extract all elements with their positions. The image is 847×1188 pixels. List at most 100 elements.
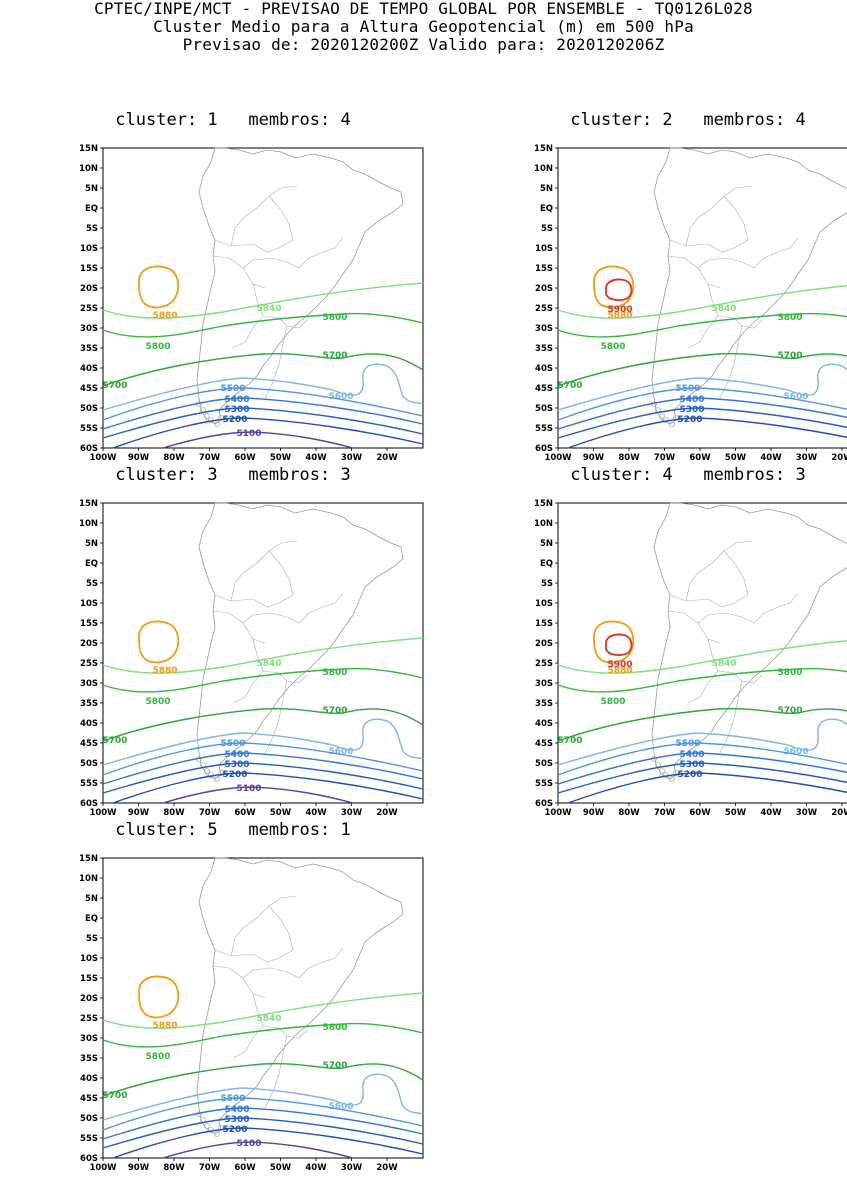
country-border — [268, 550, 294, 596]
map-panel: cluster: 5 membros: 1 5840 5800 5800 5700 570… — [63, 820, 424, 1188]
lat-tick-label: 10S — [80, 244, 98, 254]
lon-tick-label: 80W — [618, 453, 640, 463]
panel-title: cluster: 4 membros: 3 — [570, 465, 806, 485]
coast-island — [218, 1125, 224, 1131]
country-border — [723, 550, 749, 596]
lon-tick-label: 40W — [305, 453, 327, 463]
lat-tick-label: 45S — [80, 1094, 98, 1104]
contour-label-5400: 5400 — [224, 750, 249, 760]
contour-5800 — [557, 667, 847, 693]
lon-tick-label: 90W — [128, 1163, 150, 1173]
country-border — [697, 612, 765, 624]
coast-island — [214, 776, 220, 782]
lat-tick-label: 50S — [535, 404, 553, 414]
contour-label-5600: 5600 — [328, 1102, 353, 1112]
map-panel: cluster: 2 membros: 4 5840 5800 5800 5700 570… — [518, 110, 847, 478]
contour-5500 — [102, 387, 424, 421]
country-border — [308, 592, 344, 614]
lat-tick-label: 30S — [80, 1034, 98, 1044]
coastline — [651, 147, 847, 425]
country-border — [268, 905, 294, 951]
contour-5400 — [102, 1107, 424, 1140]
lat-tick-label: 5N — [85, 539, 98, 549]
lat-tick-label: 50S — [80, 404, 98, 414]
contour-5800 — [102, 1022, 424, 1048]
contour-label-5900: 5900 — [607, 305, 632, 315]
contour-5600 — [102, 718, 424, 766]
contour-label-5840: 5840 — [711, 659, 736, 669]
contour-label-5200: 5200 — [222, 770, 247, 780]
contour-5500 — [102, 1097, 424, 1131]
country-border — [242, 967, 310, 979]
coastline — [196, 857, 404, 1135]
contour-label-5100: 5100 — [236, 1139, 261, 1149]
coastline — [196, 502, 404, 780]
contour-label-5800: 5800 — [145, 342, 170, 352]
contour-label-5700: 5700 — [777, 351, 802, 361]
lat-tick-label: 20S — [80, 994, 98, 1004]
lon-tick-label: 30W — [796, 453, 818, 463]
lat-tick-label: 15N — [79, 854, 98, 864]
lat-tick-label: 55S — [80, 779, 98, 789]
contour-5800 — [557, 312, 847, 338]
lon-tick-label: 30W — [341, 1163, 363, 1173]
country-border — [230, 185, 298, 247]
contour-label-5300: 5300 — [679, 760, 704, 770]
lat-tick-label: 15N — [79, 144, 98, 154]
contour-5200 — [567, 772, 847, 804]
lon-tick-label: 90W — [128, 453, 150, 463]
lon-tick-label: 40W — [305, 1163, 327, 1173]
lat-tick-label: 50S — [80, 759, 98, 769]
contour-label-5900: 5900 — [607, 660, 632, 670]
contour-label-5880: 5880 — [607, 666, 632, 676]
contour-5900 — [605, 278, 633, 301]
lat-tick-label: 25S — [535, 659, 553, 669]
coast-island — [214, 1131, 220, 1137]
lon-tick-label: 20W — [831, 808, 847, 818]
lon-tick-label: 30W — [341, 453, 363, 463]
header-line-1: CPTEC/INPE/MCT - PREVISAO DE TEMPO GLOBA… — [94, 0, 753, 18]
contour-5300 — [102, 762, 424, 794]
lat-tick-label: 25S — [80, 1014, 98, 1024]
lat-tick-label: 20S — [80, 284, 98, 294]
lon-tick-label: 60W — [689, 453, 711, 463]
lat-tick-label: 40S — [535, 364, 553, 374]
contour-5600 — [557, 718, 847, 766]
lon-tick-label: 90W — [583, 808, 605, 818]
lat-tick-label: 55S — [535, 424, 553, 434]
contour-label-5700: 5700 — [322, 1061, 347, 1071]
lon-tick-label: 70W — [199, 1163, 221, 1173]
lat-tick-label: 5S — [541, 579, 553, 589]
contour-5400 — [557, 752, 847, 785]
contour-label-5880: 5880 — [152, 311, 177, 321]
lat-tick-label: 35S — [535, 699, 553, 709]
lat-tick-label: 10N — [534, 164, 553, 174]
lon-tick-label: 100W — [89, 1163, 117, 1173]
contour-label-5300: 5300 — [224, 1115, 249, 1125]
contour-5700 — [102, 352, 424, 387]
lat-tick-label: 35S — [80, 344, 98, 354]
contour-5100 — [162, 786, 354, 804]
lat-tick-label: 5N — [540, 539, 553, 549]
contour-label-5100: 5100 — [236, 429, 261, 439]
country-border — [264, 325, 288, 399]
contour-5700 — [557, 352, 847, 387]
contour-label-5300: 5300 — [224, 760, 249, 770]
coast-island — [214, 421, 220, 427]
lat-tick-label: 15N — [79, 499, 98, 509]
contour-5700 — [102, 707, 424, 742]
lon-tick-label: 30W — [341, 808, 363, 818]
coastline — [196, 147, 404, 425]
coast-island — [669, 421, 675, 427]
lon-tick-label: 70W — [654, 453, 676, 463]
lon-tick-label: 20W — [831, 453, 847, 463]
lon-tick-label: 90W — [128, 808, 150, 818]
lat-tick-label: 60S — [80, 799, 98, 809]
country-border — [719, 325, 743, 399]
country-border — [268, 195, 294, 241]
contour-5400 — [557, 397, 847, 430]
contour-label-5840: 5840 — [256, 659, 281, 669]
panel-title: cluster: 1 membros: 4 — [115, 110, 351, 130]
lat-tick-label: 25S — [80, 304, 98, 314]
contour-5600 — [102, 1073, 424, 1121]
